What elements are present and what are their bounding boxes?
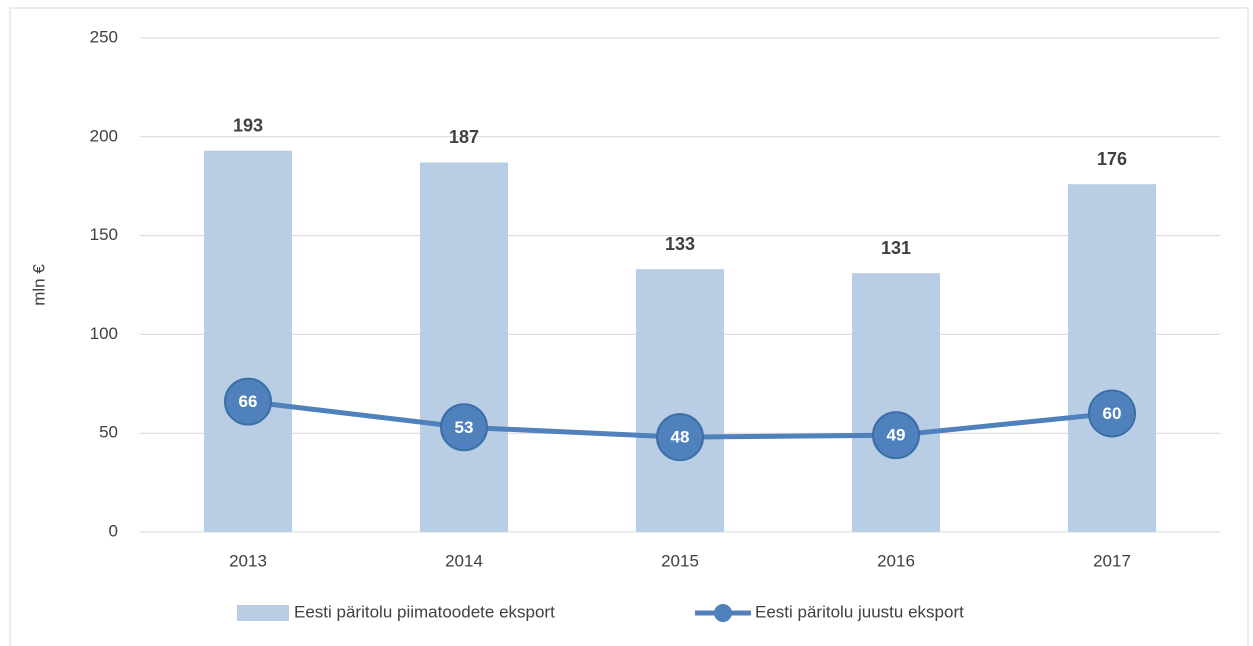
- legend-swatch: [714, 604, 732, 622]
- data-label: 133: [665, 234, 695, 254]
- y-tick-label: 150: [90, 225, 118, 244]
- legend-swatch: [237, 605, 289, 621]
- y-axis-label: mln €: [29, 264, 48, 306]
- x-tick-label: 2017: [1093, 551, 1131, 570]
- data-label: 66: [239, 392, 258, 411]
- x-tick-label: 2015: [661, 551, 699, 570]
- data-label: 53: [455, 418, 474, 437]
- data-label: 176: [1097, 149, 1127, 169]
- chart-border: [9, 7, 1249, 646]
- legend-label: Eesti päritolu juustu eksport: [755, 602, 964, 621]
- y-tick-label: 200: [90, 126, 118, 145]
- data-label: 60: [1103, 404, 1122, 423]
- data-label: 187: [449, 127, 479, 147]
- bar: [852, 273, 940, 532]
- y-tick-label: 0: [109, 521, 118, 540]
- line-point: [872, 411, 920, 460]
- bar: [1068, 184, 1156, 532]
- y-tick-label: 100: [90, 324, 118, 343]
- line-point: [656, 413, 704, 462]
- bar: [204, 150, 292, 532]
- line-point: [1088, 389, 1136, 438]
- data-label: 48: [671, 428, 690, 447]
- x-tick-label: 2013: [229, 551, 267, 570]
- bar: [420, 162, 508, 532]
- y-tick-label: 50: [99, 423, 118, 442]
- data-label: 193: [233, 115, 263, 135]
- legend-label: Eesti päritolu piimatoodete eksport: [294, 602, 555, 621]
- x-tick-label: 2014: [445, 551, 483, 570]
- data-label: 131: [881, 238, 911, 258]
- line-point: [224, 377, 272, 426]
- data-label: 49: [887, 426, 906, 445]
- line-point: [440, 403, 488, 452]
- x-tick-label: 2016: [877, 551, 915, 570]
- bar: [636, 269, 724, 532]
- y-tick-label: 250: [90, 27, 118, 46]
